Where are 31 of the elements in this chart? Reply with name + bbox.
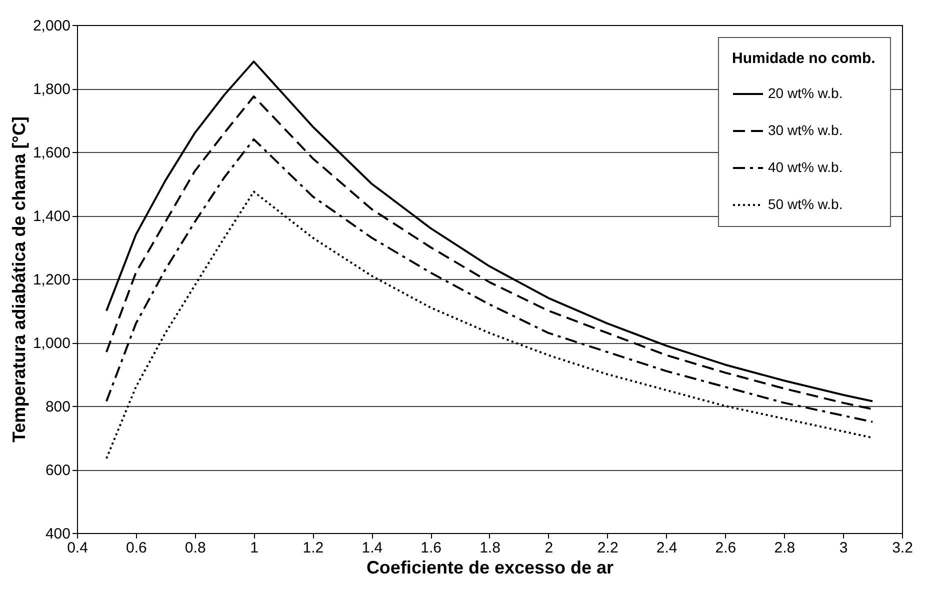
y-tick-label: 1,000	[32, 335, 70, 352]
x-tick-label: 1	[250, 540, 258, 556]
x-tick-label: 3	[839, 540, 848, 556]
x-tick-label: 2.4	[656, 540, 678, 556]
y-tick-label: 600	[45, 462, 70, 479]
x-tick-label: 3.2	[892, 540, 913, 556]
y-tick-label: 400	[45, 526, 70, 542]
y-tick-label: 1,200	[32, 272, 70, 288]
legend-label: 50 wt% w.b.	[768, 196, 843, 212]
x-tick-label: 1.8	[480, 540, 500, 556]
y-tick-label: 2,000	[32, 18, 70, 34]
y-tick-label: 800	[45, 398, 70, 416]
legend-title: Humidade no comb.	[732, 50, 876, 67]
x-tick-label: 0.6	[126, 540, 147, 556]
x-tick-label: 1.4	[362, 540, 383, 556]
legend-label: 30 wt% w.b.	[768, 122, 843, 138]
y-tick-label: 1,400	[32, 208, 70, 225]
x-tick-label: 0.4	[67, 540, 88, 556]
x-tick-label: 2.6	[715, 540, 736, 556]
legend-label: 20 wt% w.b.	[768, 85, 843, 101]
y-axis-title: Temperatura adiabática de chama [°C]	[8, 116, 29, 442]
x-tick-label: 2.8	[774, 540, 796, 556]
x-tick-label: 1.2	[302, 540, 324, 556]
x-tick-label: 0.8	[184, 540, 206, 556]
legend-label: 40 wt% w.b.	[768, 159, 843, 175]
x-tick-label: 1.6	[420, 540, 442, 556]
x-axis-title: Coeficiente de excesso de ar	[366, 558, 614, 578]
y-tick-label: 1,600	[32, 144, 70, 162]
x-tick-label: 2.2	[597, 540, 618, 556]
y-tick-label: 1,800	[32, 81, 70, 98]
x-tick-label: 2	[544, 540, 554, 556]
